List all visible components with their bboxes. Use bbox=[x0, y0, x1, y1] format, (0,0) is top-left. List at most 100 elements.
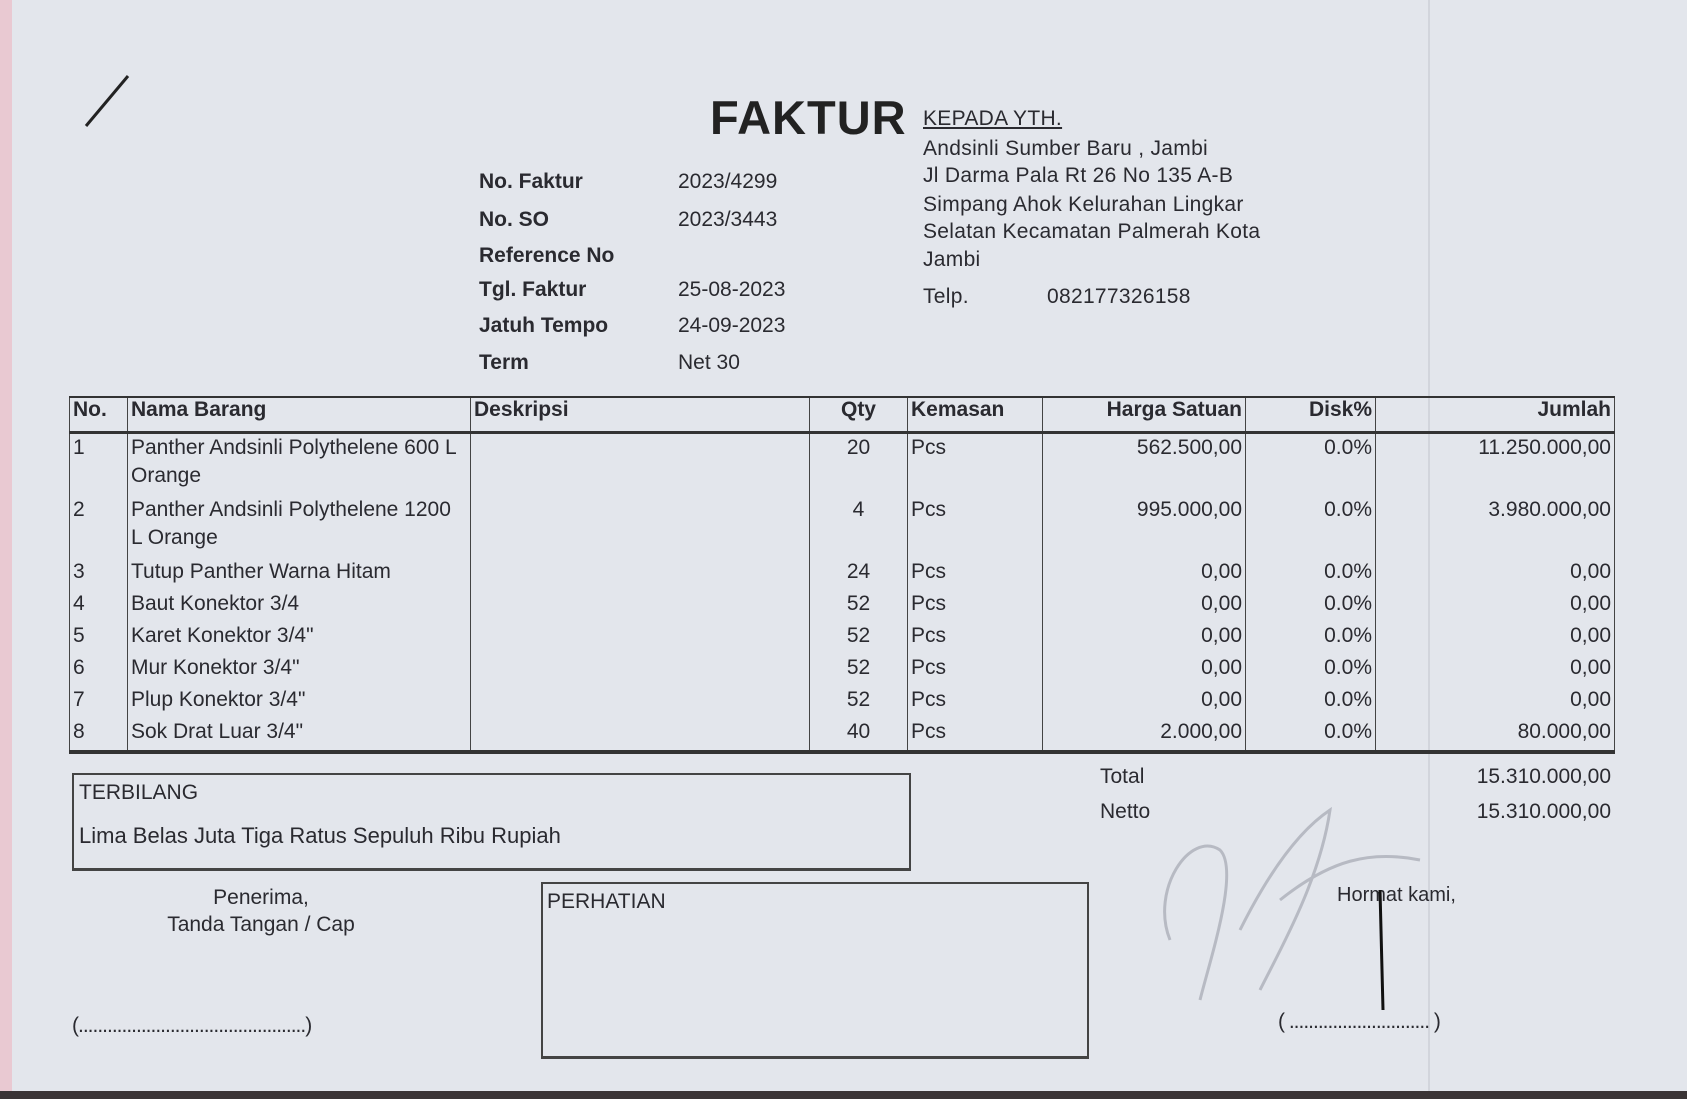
row-no: 8 bbox=[69, 718, 128, 754]
label-jatuh-tempo: Jatuh Tempo bbox=[479, 314, 609, 337]
row-qty: 4 bbox=[809, 496, 908, 558]
row-disc: 0.0% bbox=[1245, 718, 1376, 754]
recipient-line: Andsinli Sumber Baru , Jambi bbox=[923, 137, 1209, 160]
row-name: Panther Andsinli Polythelene 600 L Orang… bbox=[127, 432, 471, 496]
row-price: 0,00 bbox=[1042, 622, 1246, 654]
document-title: FAKTUR bbox=[710, 91, 907, 144]
row-price: 0,00 bbox=[1042, 590, 1246, 622]
row-qty: 52 bbox=[809, 622, 908, 654]
row-qty: 20 bbox=[809, 432, 908, 496]
row-qty: 52 bbox=[809, 686, 908, 718]
value-no-so: 2023/3443 bbox=[678, 208, 778, 231]
table-header-row: No. Nama Barang Deskripsi Qty Kemasan Ha… bbox=[69, 396, 1615, 434]
row-qty: 52 bbox=[809, 654, 908, 686]
recipient-line: Selatan Kecamatan Palmerah Kota bbox=[923, 220, 1261, 243]
scan-edge bbox=[0, 1091, 1687, 1099]
header-nama-barang: Nama Barang bbox=[127, 396, 471, 434]
row-qty: 52 bbox=[809, 590, 908, 622]
row-name: Tutup Panther Warna Hitam bbox=[127, 558, 471, 590]
row-price: 0,00 bbox=[1042, 654, 1246, 686]
header-disk: Disk% bbox=[1245, 396, 1376, 434]
row-no: 6 bbox=[69, 654, 128, 686]
pen-mark bbox=[84, 75, 130, 127]
row-name: Karet Konektor 3/4" bbox=[127, 622, 471, 654]
row-disc: 0.0% bbox=[1245, 558, 1376, 590]
row-unit: Pcs bbox=[907, 558, 1043, 590]
row-total: 0,00 bbox=[1375, 622, 1615, 654]
table-row: 5 Karet Konektor 3/4" 52 Pcs 0,00 0.0% 0,00 bbox=[69, 622, 1615, 654]
row-desc bbox=[470, 558, 810, 590]
recipient-line: Jl Darma Pala Rt 26 No 135 A-B bbox=[923, 164, 1234, 187]
row-total: 0,00 bbox=[1375, 590, 1615, 622]
signature-mark bbox=[1163, 806, 1421, 1011]
total-label: Total bbox=[1100, 765, 1145, 788]
row-no: 3 bbox=[69, 558, 128, 590]
total-value: 15.310.000,00 bbox=[1476, 765, 1611, 788]
row-desc bbox=[470, 686, 810, 718]
header-harga-satuan: Harga Satuan bbox=[1042, 396, 1246, 434]
row-unit: Pcs bbox=[907, 654, 1043, 686]
netto-value: 15.310.000,00 bbox=[1476, 800, 1611, 823]
label-tgl-faktur: Tgl. Faktur bbox=[479, 278, 587, 301]
row-disc: 0.0% bbox=[1245, 686, 1376, 718]
perhatian-box: PERHATIAN bbox=[541, 882, 1089, 1059]
table-row: 8 Sok Drat Luar 3/4" 40 Pcs 2.000,00 0.0% 80.0… bbox=[69, 718, 1615, 754]
sender-label: Hormat kami, bbox=[1337, 884, 1456, 906]
row-name: Baut Konektor 3/4 bbox=[127, 590, 471, 622]
table-row: 2 Panther Andsinli Polythelene 1200 L Ora… bbox=[69, 496, 1615, 558]
paper-edge bbox=[0, 0, 12, 1099]
items-table: No. Nama Barang Deskripsi Qty Kemasan Ha… bbox=[69, 396, 1615, 754]
header-qty: Qty bbox=[809, 396, 908, 434]
row-no: 5 bbox=[69, 622, 128, 654]
row-disc: 0.0% bbox=[1245, 432, 1376, 496]
value-term: Net 30 bbox=[678, 351, 740, 374]
row-desc bbox=[470, 432, 810, 496]
row-name: Panther Andsinli Polythelene 1200 L Oran… bbox=[127, 496, 471, 558]
row-price: 2.000,00 bbox=[1042, 718, 1246, 754]
table-row: 7 Plup Konektor 3/4" 52 Pcs 0,00 0.0% 0,00 bbox=[69, 686, 1615, 718]
table-row: 4 Baut Konektor 3/4 52 Pcs 0,00 0.0% 0,00 bbox=[69, 590, 1615, 622]
row-total: 0,00 bbox=[1375, 558, 1615, 590]
row-desc bbox=[470, 590, 810, 622]
terbilang-text: Lima Belas Juta Tiga Ratus Sepuluh Ribu … bbox=[79, 823, 561, 848]
row-disc: 0.0% bbox=[1245, 496, 1376, 558]
row-no: 4 bbox=[69, 590, 128, 622]
recipient-heading: KEPADA YTH. bbox=[923, 107, 1063, 130]
row-disc: 0.0% bbox=[1245, 590, 1376, 622]
label-term: Term bbox=[479, 351, 529, 374]
receiver-line1: Penerima, bbox=[213, 886, 309, 909]
row-total: 80.000,00 bbox=[1375, 718, 1615, 754]
row-desc bbox=[470, 654, 810, 686]
receiver-block: Penerima, Tanda Tangan / Cap bbox=[150, 884, 372, 938]
header-jumlah: Jumlah bbox=[1375, 396, 1615, 434]
row-name: Plup Konektor 3/4" bbox=[127, 686, 471, 718]
row-unit: Pcs bbox=[907, 432, 1043, 496]
receiver-signature-line: (.......................................… bbox=[72, 1014, 312, 1037]
row-unit: Pcs bbox=[907, 686, 1043, 718]
table-row: 6 Mur Konektor 3/4" 52 Pcs 0,00 0.0% 0,00 bbox=[69, 654, 1615, 686]
row-desc bbox=[470, 718, 810, 754]
row-qty: 40 bbox=[809, 718, 908, 754]
value-no-faktur: 2023/4299 bbox=[678, 170, 778, 193]
row-total: 11.250.000,00 bbox=[1375, 432, 1615, 496]
value-tgl-faktur: 25-08-2023 bbox=[678, 278, 786, 301]
row-qty: 24 bbox=[809, 558, 908, 590]
header-deskripsi: Deskripsi bbox=[470, 396, 810, 434]
recipient-line: Jambi bbox=[923, 248, 981, 271]
row-name: Mur Konektor 3/4" bbox=[127, 654, 471, 686]
netto-label: Netto bbox=[1100, 800, 1151, 823]
value-jatuh-tempo: 24-09-2023 bbox=[678, 314, 786, 337]
row-desc bbox=[470, 496, 810, 558]
terbilang-box: TERBILANG Lima Belas Juta Tiga Ratus Sep… bbox=[72, 773, 911, 871]
receiver-line2: Tanda Tangan / Cap bbox=[167, 913, 355, 936]
row-unit: Pcs bbox=[907, 496, 1043, 558]
row-price: 995.000,00 bbox=[1042, 496, 1246, 558]
label-no-so: No. SO bbox=[479, 208, 550, 231]
row-total: 3.980.000,00 bbox=[1375, 496, 1615, 558]
row-unit: Pcs bbox=[907, 622, 1043, 654]
row-total: 0,00 bbox=[1375, 654, 1615, 686]
row-disc: 0.0% bbox=[1245, 622, 1376, 654]
header-kemasan: Kemasan bbox=[907, 396, 1043, 434]
phone-label: Telp. bbox=[923, 285, 969, 308]
row-name: Sok Drat Luar 3/4" bbox=[127, 718, 471, 754]
